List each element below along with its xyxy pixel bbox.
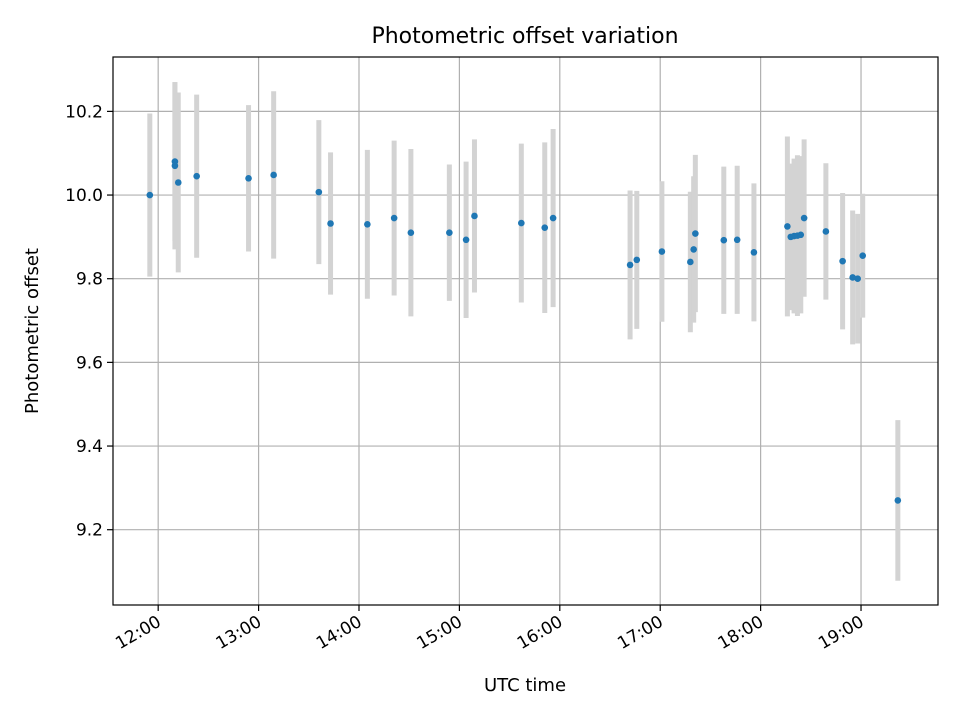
data-point xyxy=(327,220,334,227)
data-point xyxy=(626,261,634,269)
y-axis-ticks: 9.2 9.4 9.6 9.8 10.0 10.2 xyxy=(65,102,113,541)
plot-frame xyxy=(112,56,939,606)
data-points xyxy=(146,158,902,504)
y-tick-label: 9.2 xyxy=(76,521,103,541)
chart-title: Photometric offset variation xyxy=(371,24,678,49)
data-point xyxy=(174,179,182,186)
data-point xyxy=(471,212,478,220)
data-point xyxy=(270,171,277,179)
data-point xyxy=(146,191,154,199)
data-point xyxy=(549,214,557,222)
data-point xyxy=(690,246,697,253)
data-point xyxy=(541,224,549,231)
data-point xyxy=(822,228,830,235)
data-point xyxy=(750,249,758,256)
data-point xyxy=(733,236,741,244)
data-point xyxy=(633,256,641,264)
data-point xyxy=(849,274,856,281)
y-tick-label: 9.4 xyxy=(76,437,103,457)
data-point xyxy=(658,248,666,255)
data-point xyxy=(193,172,200,180)
data-point xyxy=(854,275,861,283)
y-tick-label: 9.8 xyxy=(76,270,103,290)
data-point xyxy=(462,236,470,244)
data-point xyxy=(687,258,694,266)
data-point xyxy=(518,219,525,227)
data-point xyxy=(390,214,398,222)
y-tick-label: 9.6 xyxy=(76,353,103,373)
data-point xyxy=(859,252,866,260)
data-point xyxy=(692,230,699,237)
data-point xyxy=(784,223,791,230)
data-point xyxy=(446,229,453,236)
data-point xyxy=(839,257,846,265)
y-tick-label: 10.0 xyxy=(65,186,103,206)
data-point xyxy=(171,158,179,165)
data-point xyxy=(407,229,415,236)
data-point xyxy=(797,231,805,239)
data-point xyxy=(315,188,323,196)
y-axis-label: Photometric offset xyxy=(22,248,43,414)
data-point xyxy=(894,497,902,504)
y-tick-label: 10.2 xyxy=(65,102,103,122)
x-axis-label: UTC time xyxy=(484,675,566,696)
data-point xyxy=(245,175,252,182)
data-point xyxy=(364,221,371,228)
data-point xyxy=(720,236,728,244)
data-point xyxy=(800,214,808,222)
